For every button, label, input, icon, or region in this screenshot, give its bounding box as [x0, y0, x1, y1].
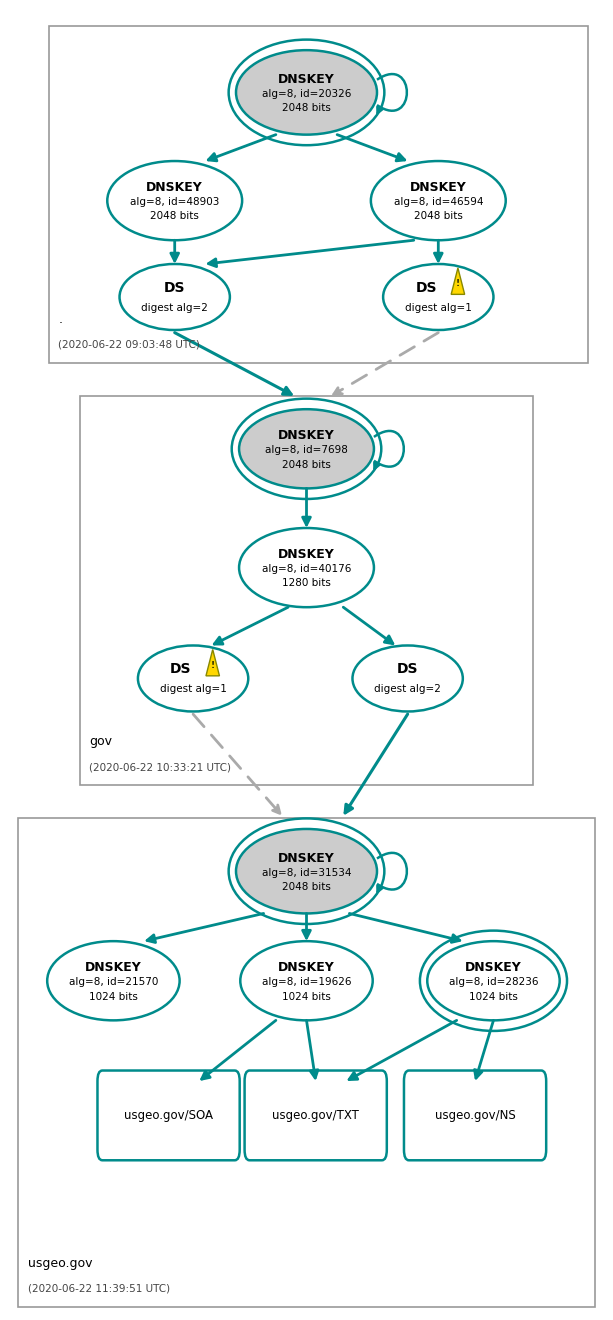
Text: digest alg=1: digest alg=1: [405, 302, 472, 313]
Ellipse shape: [427, 941, 560, 1020]
Text: alg=8, id=28236: alg=8, id=28236: [449, 977, 538, 987]
Text: 1024 bits: 1024 bits: [89, 991, 138, 1002]
FancyBboxPatch shape: [404, 1071, 546, 1160]
Text: alg=8, id=20326: alg=8, id=20326: [262, 88, 351, 99]
Text: 2048 bits: 2048 bits: [282, 103, 331, 114]
Ellipse shape: [236, 50, 377, 135]
Text: alg=8, id=40176: alg=8, id=40176: [262, 564, 351, 574]
FancyBboxPatch shape: [245, 1071, 387, 1160]
Ellipse shape: [47, 941, 180, 1020]
Ellipse shape: [240, 941, 373, 1020]
Text: digest alg=2: digest alg=2: [141, 302, 208, 313]
Text: DNSKEY: DNSKEY: [465, 961, 522, 974]
Text: usgeo.gov: usgeo.gov: [28, 1257, 92, 1270]
Text: DNSKEY: DNSKEY: [85, 961, 142, 974]
Text: (2020-06-22 09:03:48 UTC): (2020-06-22 09:03:48 UTC): [58, 339, 200, 350]
Ellipse shape: [138, 645, 248, 711]
Text: DNSKEY: DNSKEY: [147, 181, 203, 194]
Text: !: !: [456, 280, 460, 288]
Text: 2048 bits: 2048 bits: [282, 459, 331, 470]
Ellipse shape: [239, 528, 374, 607]
Text: 1280 bits: 1280 bits: [282, 578, 331, 589]
Ellipse shape: [371, 161, 506, 240]
Text: alg=8, id=48903: alg=8, id=48903: [130, 197, 219, 207]
Polygon shape: [451, 268, 465, 294]
Text: digest alg=1: digest alg=1: [159, 684, 227, 694]
Text: 1024 bits: 1024 bits: [282, 991, 331, 1002]
FancyBboxPatch shape: [18, 818, 595, 1307]
Text: alg=8, id=7698: alg=8, id=7698: [265, 445, 348, 455]
Text: DS: DS: [397, 663, 419, 676]
Text: DS: DS: [164, 281, 186, 294]
Text: alg=8, id=46594: alg=8, id=46594: [394, 197, 483, 207]
Text: (2020-06-22 11:39:51 UTC): (2020-06-22 11:39:51 UTC): [28, 1283, 170, 1294]
Text: alg=8, id=31534: alg=8, id=31534: [262, 867, 351, 878]
Text: DS: DS: [415, 281, 437, 294]
Text: usgeo.gov/NS: usgeo.gov/NS: [435, 1109, 516, 1122]
Ellipse shape: [239, 409, 374, 488]
Text: 2048 bits: 2048 bits: [414, 211, 463, 222]
Text: DNSKEY: DNSKEY: [278, 548, 335, 561]
FancyBboxPatch shape: [80, 396, 533, 785]
Ellipse shape: [383, 264, 493, 330]
Ellipse shape: [120, 264, 230, 330]
Ellipse shape: [107, 161, 242, 240]
Ellipse shape: [352, 645, 463, 711]
Text: DS: DS: [170, 663, 192, 676]
Text: 2048 bits: 2048 bits: [150, 211, 199, 222]
Text: usgeo.gov/TXT: usgeo.gov/TXT: [272, 1109, 359, 1122]
Text: 1024 bits: 1024 bits: [469, 991, 518, 1002]
Text: alg=8, id=19626: alg=8, id=19626: [262, 977, 351, 987]
Text: digest alg=2: digest alg=2: [374, 684, 441, 694]
Text: DNSKEY: DNSKEY: [278, 961, 335, 974]
Text: .: .: [58, 313, 63, 326]
Ellipse shape: [236, 829, 377, 913]
Text: !: !: [211, 661, 215, 669]
Text: DNSKEY: DNSKEY: [278, 851, 335, 865]
FancyBboxPatch shape: [97, 1071, 240, 1160]
Polygon shape: [206, 649, 219, 676]
Text: 2048 bits: 2048 bits: [282, 882, 331, 892]
Text: DNSKEY: DNSKEY: [278, 73, 335, 86]
Text: DNSKEY: DNSKEY: [278, 429, 335, 442]
Text: usgeo.gov/SOA: usgeo.gov/SOA: [124, 1109, 213, 1122]
Text: alg=8, id=21570: alg=8, id=21570: [69, 977, 158, 987]
FancyBboxPatch shape: [49, 26, 588, 363]
Text: (2020-06-22 10:33:21 UTC): (2020-06-22 10:33:21 UTC): [89, 762, 231, 772]
Text: gov: gov: [89, 735, 112, 748]
Text: DNSKEY: DNSKEY: [410, 181, 466, 194]
